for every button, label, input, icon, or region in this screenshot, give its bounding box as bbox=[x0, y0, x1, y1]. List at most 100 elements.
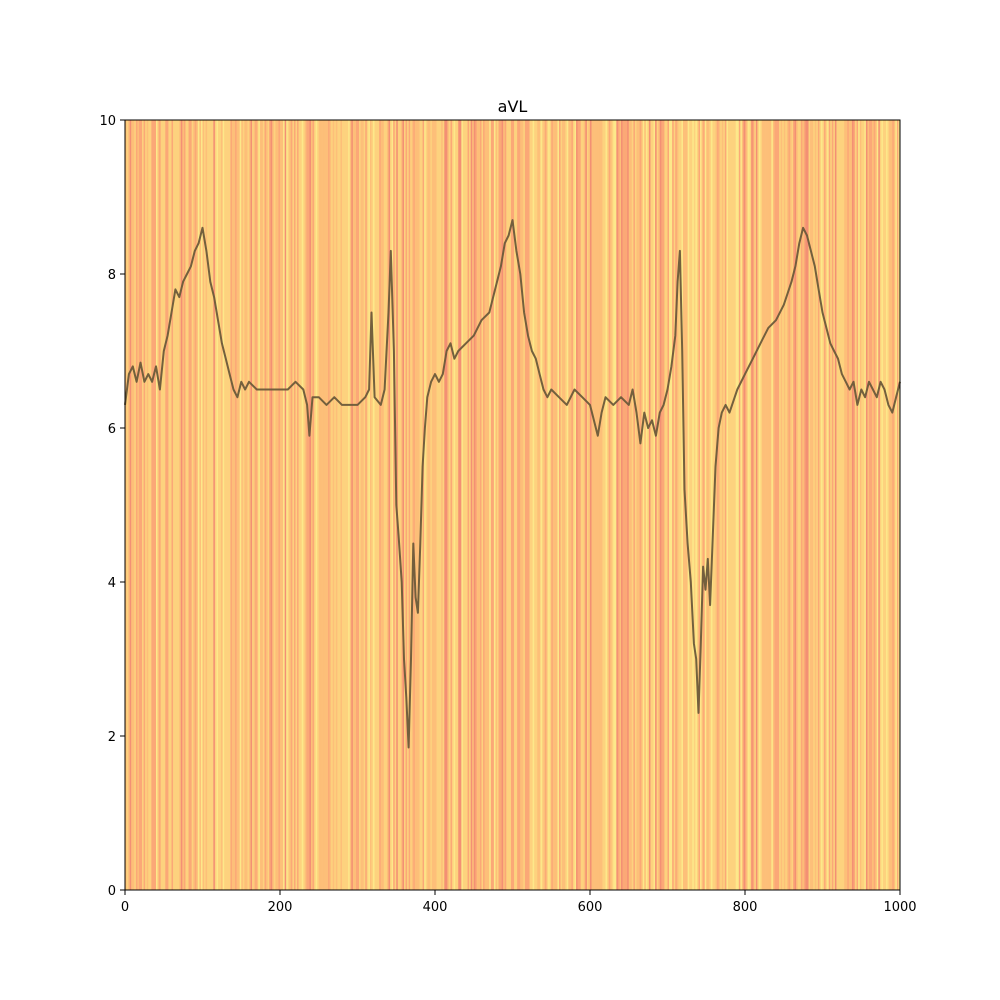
band bbox=[873, 120, 876, 890]
band bbox=[572, 120, 575, 890]
band bbox=[200, 120, 203, 890]
band bbox=[735, 120, 738, 890]
band bbox=[624, 120, 626, 890]
band bbox=[458, 120, 461, 890]
band bbox=[453, 120, 456, 890]
band bbox=[524, 120, 527, 890]
band bbox=[222, 120, 225, 890]
x-tick-label: 200 bbox=[268, 900, 293, 915]
band bbox=[211, 120, 214, 890]
band bbox=[661, 120, 664, 890]
band bbox=[569, 120, 572, 890]
band bbox=[867, 120, 870, 890]
band bbox=[287, 120, 290, 890]
band bbox=[687, 120, 690, 890]
band bbox=[836, 120, 839, 890]
band bbox=[554, 120, 557, 890]
band bbox=[723, 120, 726, 890]
band bbox=[371, 120, 374, 890]
band bbox=[794, 120, 797, 890]
band bbox=[315, 120, 318, 890]
band bbox=[802, 120, 805, 890]
band bbox=[754, 120, 757, 890]
band bbox=[841, 120, 843, 890]
band bbox=[737, 120, 740, 890]
band bbox=[833, 120, 836, 890]
band bbox=[886, 120, 888, 890]
band bbox=[190, 120, 192, 890]
band bbox=[679, 120, 682, 890]
band bbox=[664, 120, 667, 890]
band bbox=[895, 120, 898, 890]
band bbox=[752, 120, 755, 890]
band bbox=[847, 120, 850, 890]
band bbox=[501, 120, 504, 890]
band bbox=[808, 120, 811, 890]
band bbox=[563, 120, 566, 890]
x-tick-label: 0 bbox=[121, 900, 129, 915]
band bbox=[128, 120, 130, 890]
band bbox=[466, 120, 468, 890]
band bbox=[221, 120, 223, 890]
band bbox=[727, 120, 730, 890]
band bbox=[785, 120, 788, 890]
band bbox=[515, 120, 518, 890]
band bbox=[445, 120, 448, 890]
band bbox=[486, 120, 488, 890]
band bbox=[411, 120, 414, 890]
band bbox=[145, 120, 147, 890]
band bbox=[746, 120, 749, 890]
band bbox=[249, 120, 251, 890]
band bbox=[424, 120, 426, 890]
band bbox=[368, 120, 371, 890]
band bbox=[834, 120, 837, 890]
band bbox=[740, 120, 743, 890]
band bbox=[537, 120, 540, 890]
band bbox=[858, 120, 860, 890]
band bbox=[343, 120, 346, 890]
band bbox=[159, 120, 161, 890]
band bbox=[272, 120, 275, 890]
band bbox=[250, 120, 253, 890]
band bbox=[693, 120, 696, 890]
band bbox=[447, 120, 450, 890]
band bbox=[503, 120, 506, 890]
x-tick-label: 1000 bbox=[883, 900, 916, 915]
band bbox=[748, 120, 750, 890]
band bbox=[566, 120, 569, 890]
band bbox=[645, 120, 648, 890]
band bbox=[431, 120, 434, 890]
band bbox=[789, 120, 792, 890]
band bbox=[686, 120, 688, 890]
band bbox=[869, 120, 871, 890]
band bbox=[452, 120, 454, 890]
band bbox=[376, 120, 378, 890]
band bbox=[628, 120, 631, 890]
band bbox=[639, 120, 642, 890]
band bbox=[565, 120, 568, 890]
band bbox=[168, 120, 171, 890]
band bbox=[435, 120, 437, 890]
band bbox=[865, 120, 868, 890]
band bbox=[540, 120, 543, 890]
band bbox=[125, 120, 127, 890]
band bbox=[484, 120, 487, 890]
band bbox=[678, 120, 681, 890]
band bbox=[399, 120, 402, 890]
band bbox=[354, 120, 357, 890]
band bbox=[495, 120, 498, 890]
band bbox=[689, 120, 692, 890]
band bbox=[769, 120, 772, 890]
band bbox=[253, 120, 256, 890]
band bbox=[386, 120, 389, 890]
x-tick-label: 800 bbox=[733, 900, 758, 915]
band bbox=[224, 120, 227, 890]
plot-frame bbox=[124, 119, 901, 891]
band bbox=[329, 120, 332, 890]
band bbox=[641, 120, 643, 890]
band bbox=[650, 120, 653, 890]
band bbox=[534, 120, 537, 890]
band bbox=[179, 120, 182, 890]
band bbox=[611, 120, 614, 890]
band bbox=[805, 120, 808, 890]
